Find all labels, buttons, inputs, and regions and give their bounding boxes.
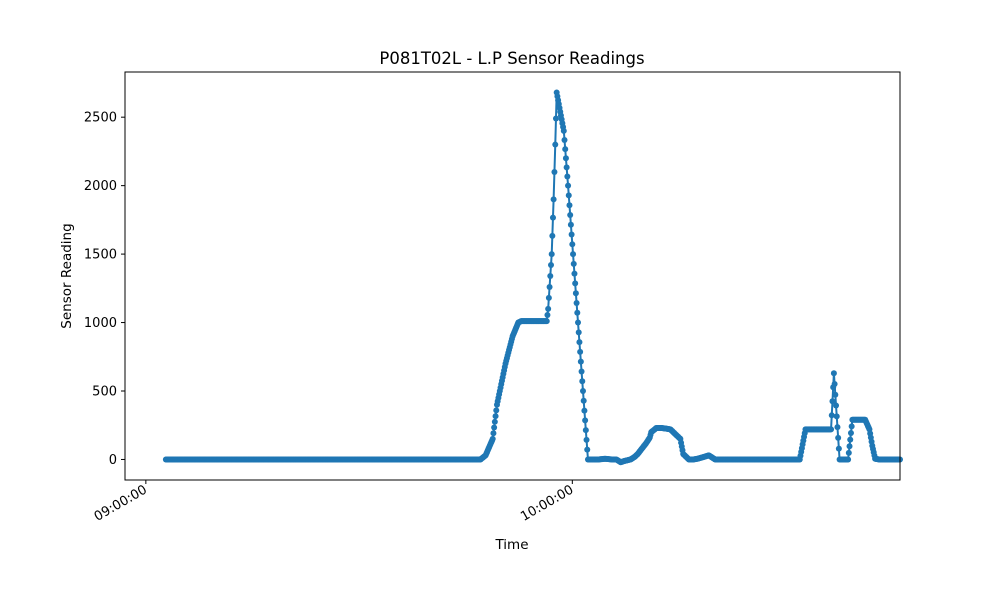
y-tick-label: 1000 <box>84 316 117 331</box>
data-point <box>571 270 578 277</box>
y-tick-label: 1500 <box>84 248 117 263</box>
data-point <box>562 155 569 162</box>
data-point <box>570 260 577 267</box>
data-point <box>551 168 558 175</box>
data-point <box>547 273 554 279</box>
data-point <box>552 141 559 148</box>
data-point <box>489 435 496 442</box>
data-point <box>580 397 587 404</box>
data-point <box>581 407 588 414</box>
y-axis-label: Sensor Reading <box>59 223 75 328</box>
data-point <box>848 423 855 430</box>
data-point <box>550 196 557 203</box>
data-point <box>583 436 590 443</box>
data-point <box>845 456 852 463</box>
data-point <box>579 378 586 385</box>
plot-frame <box>124 71 901 481</box>
data-point <box>572 290 579 297</box>
data-point <box>833 402 840 409</box>
data-point <box>561 137 568 143</box>
data-point <box>835 445 842 452</box>
data-point <box>573 299 580 306</box>
data-point <box>564 173 571 180</box>
y-tick-label: 500 <box>92 385 117 400</box>
x-axis-label: Time <box>494 537 528 553</box>
data-point <box>544 312 551 319</box>
data-point <box>545 305 552 312</box>
data-point <box>491 424 498 431</box>
y-tick-label: 2500 <box>84 111 117 126</box>
data-point <box>493 407 500 414</box>
data-point <box>546 283 553 290</box>
data-point <box>491 418 498 425</box>
data-point <box>833 413 840 420</box>
data-point <box>545 294 552 301</box>
data-point <box>568 231 575 238</box>
data-point <box>576 339 583 346</box>
data-point <box>830 370 837 377</box>
data-point <box>574 309 581 316</box>
y-tick-label: 0 <box>109 453 117 468</box>
data-marks <box>162 89 903 466</box>
chart-title: P081T02L - L.P Sensor Readings <box>379 49 644 68</box>
data-point <box>575 329 582 336</box>
y-tick-label: 2000 <box>84 179 117 194</box>
data-point <box>543 318 550 325</box>
data-point <box>828 412 835 419</box>
data-point <box>567 211 574 218</box>
data-point <box>549 232 556 239</box>
data-point <box>829 398 836 405</box>
data-point <box>566 202 573 209</box>
data-point <box>567 221 574 228</box>
data-point <box>578 368 585 375</box>
data-point <box>570 251 577 258</box>
data-point <box>565 192 572 199</box>
data-point <box>847 436 854 443</box>
data-point <box>548 262 554 269</box>
data-point <box>582 427 589 434</box>
data-point <box>548 251 555 258</box>
data-point <box>572 280 579 287</box>
data-point <box>560 127 567 134</box>
data-point <box>577 358 584 365</box>
data-point <box>565 182 572 189</box>
data-point <box>490 430 497 437</box>
data-point <box>569 241 576 248</box>
data-point <box>846 443 853 450</box>
data-point <box>552 115 559 122</box>
data-point <box>563 164 570 171</box>
data-point <box>832 391 839 398</box>
data-point <box>835 434 842 441</box>
data-point <box>549 214 556 221</box>
data-point <box>847 429 854 436</box>
data-point <box>577 348 584 355</box>
data-point <box>562 146 569 153</box>
data-point <box>575 319 582 326</box>
data-point <box>834 424 841 431</box>
data-point <box>492 413 499 420</box>
data-point <box>582 417 589 424</box>
data-point <box>845 449 852 456</box>
data-point <box>831 380 838 387</box>
data-point <box>584 446 591 453</box>
data-point <box>579 388 586 395</box>
data-point <box>828 426 835 433</box>
